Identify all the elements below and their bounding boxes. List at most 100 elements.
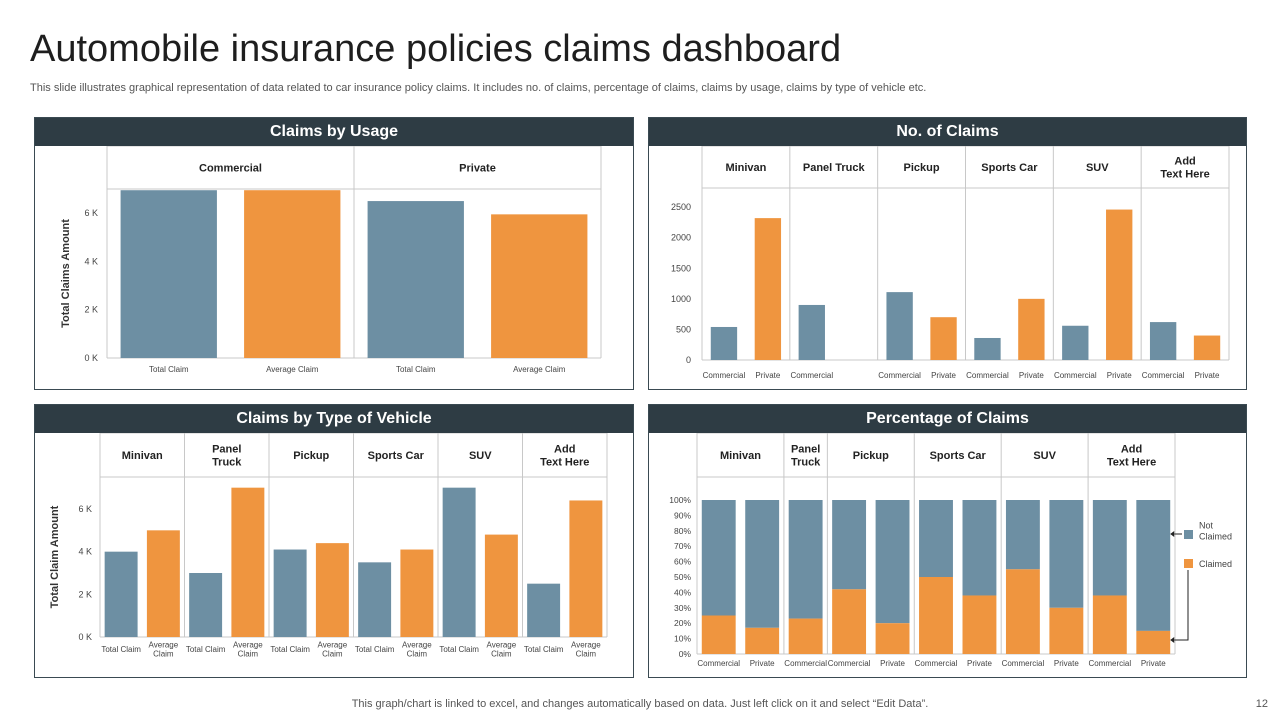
panel-title: No. of Claims	[649, 118, 1246, 146]
legend-swatch-claimed	[1184, 559, 1193, 568]
bar-not-claimed	[1005, 500, 1040, 570]
x-tick-label: Commercial	[784, 659, 827, 668]
y-tick-label: 6 K	[78, 504, 92, 514]
bar-claimed	[1005, 569, 1040, 654]
x-tick-label: Commercial	[878, 371, 921, 380]
panel-title: Percentage of Claims	[649, 405, 1246, 433]
bar	[886, 292, 913, 360]
legend-label-claimed: Claimed	[1199, 559, 1232, 569]
bar-not-claimed	[832, 500, 867, 590]
x-tick-label: Total Claim	[355, 645, 395, 654]
bar	[367, 201, 464, 358]
x-tick-label: Total Claim	[270, 645, 310, 654]
bar-claimed	[1092, 595, 1127, 654]
x-tick-label: Private	[1141, 659, 1166, 668]
bar-not-claimed	[1136, 500, 1171, 631]
category-label: Add Text Here	[1160, 156, 1209, 181]
y-tick-label: 60%	[674, 557, 691, 567]
bar	[104, 551, 138, 637]
x-tick-label: Commercial	[1054, 371, 1097, 380]
x-tick-label: Commercial	[828, 659, 871, 668]
x-tick-label: Private	[931, 371, 956, 380]
page-number: 12	[1255, 698, 1268, 710]
category-label: Sports Car	[368, 450, 425, 462]
bar-claimed	[745, 627, 780, 654]
x-tick-label: Private	[1019, 371, 1044, 380]
y-tick-label: 2500	[671, 202, 691, 212]
category-label: Panel Truck	[212, 444, 242, 469]
y-tick-label: 0 K	[84, 353, 98, 363]
page-subtitle: This slide illustrates graphical represe…	[30, 82, 927, 94]
y-tick-label: 0 K	[78, 632, 92, 642]
x-tick-label: Total Claim	[101, 645, 141, 654]
y-tick-label: 50%	[674, 572, 691, 582]
category-label: Pickup	[904, 162, 940, 174]
bar-not-claimed	[1049, 500, 1084, 608]
y-tick-label: 4 K	[78, 547, 92, 557]
y-tick-label: 90%	[674, 510, 691, 520]
bar	[710, 326, 738, 360]
x-tick-label: Total Claim	[439, 645, 479, 654]
y-tick-label: 70%	[674, 541, 691, 551]
x-tick-label: Commercial	[697, 659, 740, 668]
y-tick-label: 80%	[674, 526, 691, 536]
bar-claimed	[1049, 607, 1084, 654]
y-tick-label: 2 K	[84, 305, 98, 315]
x-tick-label: Total Claim	[396, 365, 436, 374]
x-tick-label: Average Claim	[402, 641, 432, 659]
y-axis-title: Total Claims Amount	[60, 219, 72, 328]
bar	[484, 534, 518, 637]
bar	[442, 487, 476, 637]
category-label: SUV	[1086, 162, 1109, 174]
x-tick-label: Average Claim	[487, 641, 517, 659]
y-tick-label: 40%	[674, 587, 691, 597]
y-tick-label: 2000	[671, 233, 691, 243]
x-tick-label: Private	[880, 659, 905, 668]
y-tick-label: 1500	[671, 263, 691, 273]
bar	[315, 543, 349, 637]
y-tick-label: 0%	[679, 649, 692, 659]
bar-claimed	[701, 615, 736, 654]
x-tick-label: Commercial	[703, 371, 746, 380]
bar-not-claimed	[1092, 500, 1127, 596]
x-tick-label: Commercial	[1142, 371, 1185, 380]
panel-title: Claims by Usage	[35, 118, 633, 146]
y-tick-label: 1000	[671, 294, 691, 304]
bar-claimed	[962, 595, 997, 654]
claims-by-usage-panel: Claims by Usage 0 K 2 K 4 K 6 K Total Claims…	[34, 117, 634, 390]
bar	[189, 573, 223, 637]
x-tick-label: Total Claim	[186, 645, 226, 654]
category-label: Panel Truck	[791, 444, 821, 469]
y-tick-label: 2 K	[78, 589, 92, 599]
legend-connector	[1174, 570, 1189, 641]
x-tick-label: Commercial	[790, 371, 833, 380]
x-tick-label: Average Claim	[571, 641, 601, 659]
x-tick-label: Average Claim	[149, 641, 179, 659]
category-label: Sports Car	[981, 162, 1038, 174]
percentage-of-claims-panel: Percentage of Claims 0% 10% 20% 30% 40% 50% 60…	[648, 404, 1247, 678]
y-tick-label: 6 K	[84, 208, 98, 218]
bar	[231, 487, 265, 637]
bar-not-claimed	[919, 500, 953, 577]
x-tick-label: Total Claim	[149, 365, 189, 374]
category-label: Add Text Here	[1107, 444, 1156, 469]
bar	[273, 549, 307, 637]
bar	[1193, 335, 1221, 360]
category-label: Panel Truck	[803, 162, 866, 174]
legend-arrowhead	[1170, 637, 1175, 643]
bar	[358, 562, 392, 637]
panel-title: Claims by Type of Vehicle	[35, 405, 633, 433]
category-label: SUV	[1033, 450, 1056, 462]
bar-not-claimed	[875, 500, 910, 624]
bar	[120, 190, 217, 358]
category-label: Commercial	[199, 163, 262, 175]
category-label: Minivan	[720, 450, 761, 462]
claims-by-usage-chart: 0 K 2 K 4 K 6 K Total Claims Amount Commercia…	[60, 146, 602, 374]
x-tick-label: Private	[1054, 659, 1079, 668]
percentage-of-claims-chart: 0% 10% 20% 30% 40% 50% 60% 70% 80% 90% 100% Minivan…	[669, 433, 1232, 668]
x-tick-label: Average Claim	[266, 365, 319, 374]
y-tick-label: 0	[686, 355, 691, 365]
y-axis-title: Total Claim Amount	[49, 505, 61, 608]
bar	[244, 190, 341, 358]
bar	[930, 317, 957, 360]
